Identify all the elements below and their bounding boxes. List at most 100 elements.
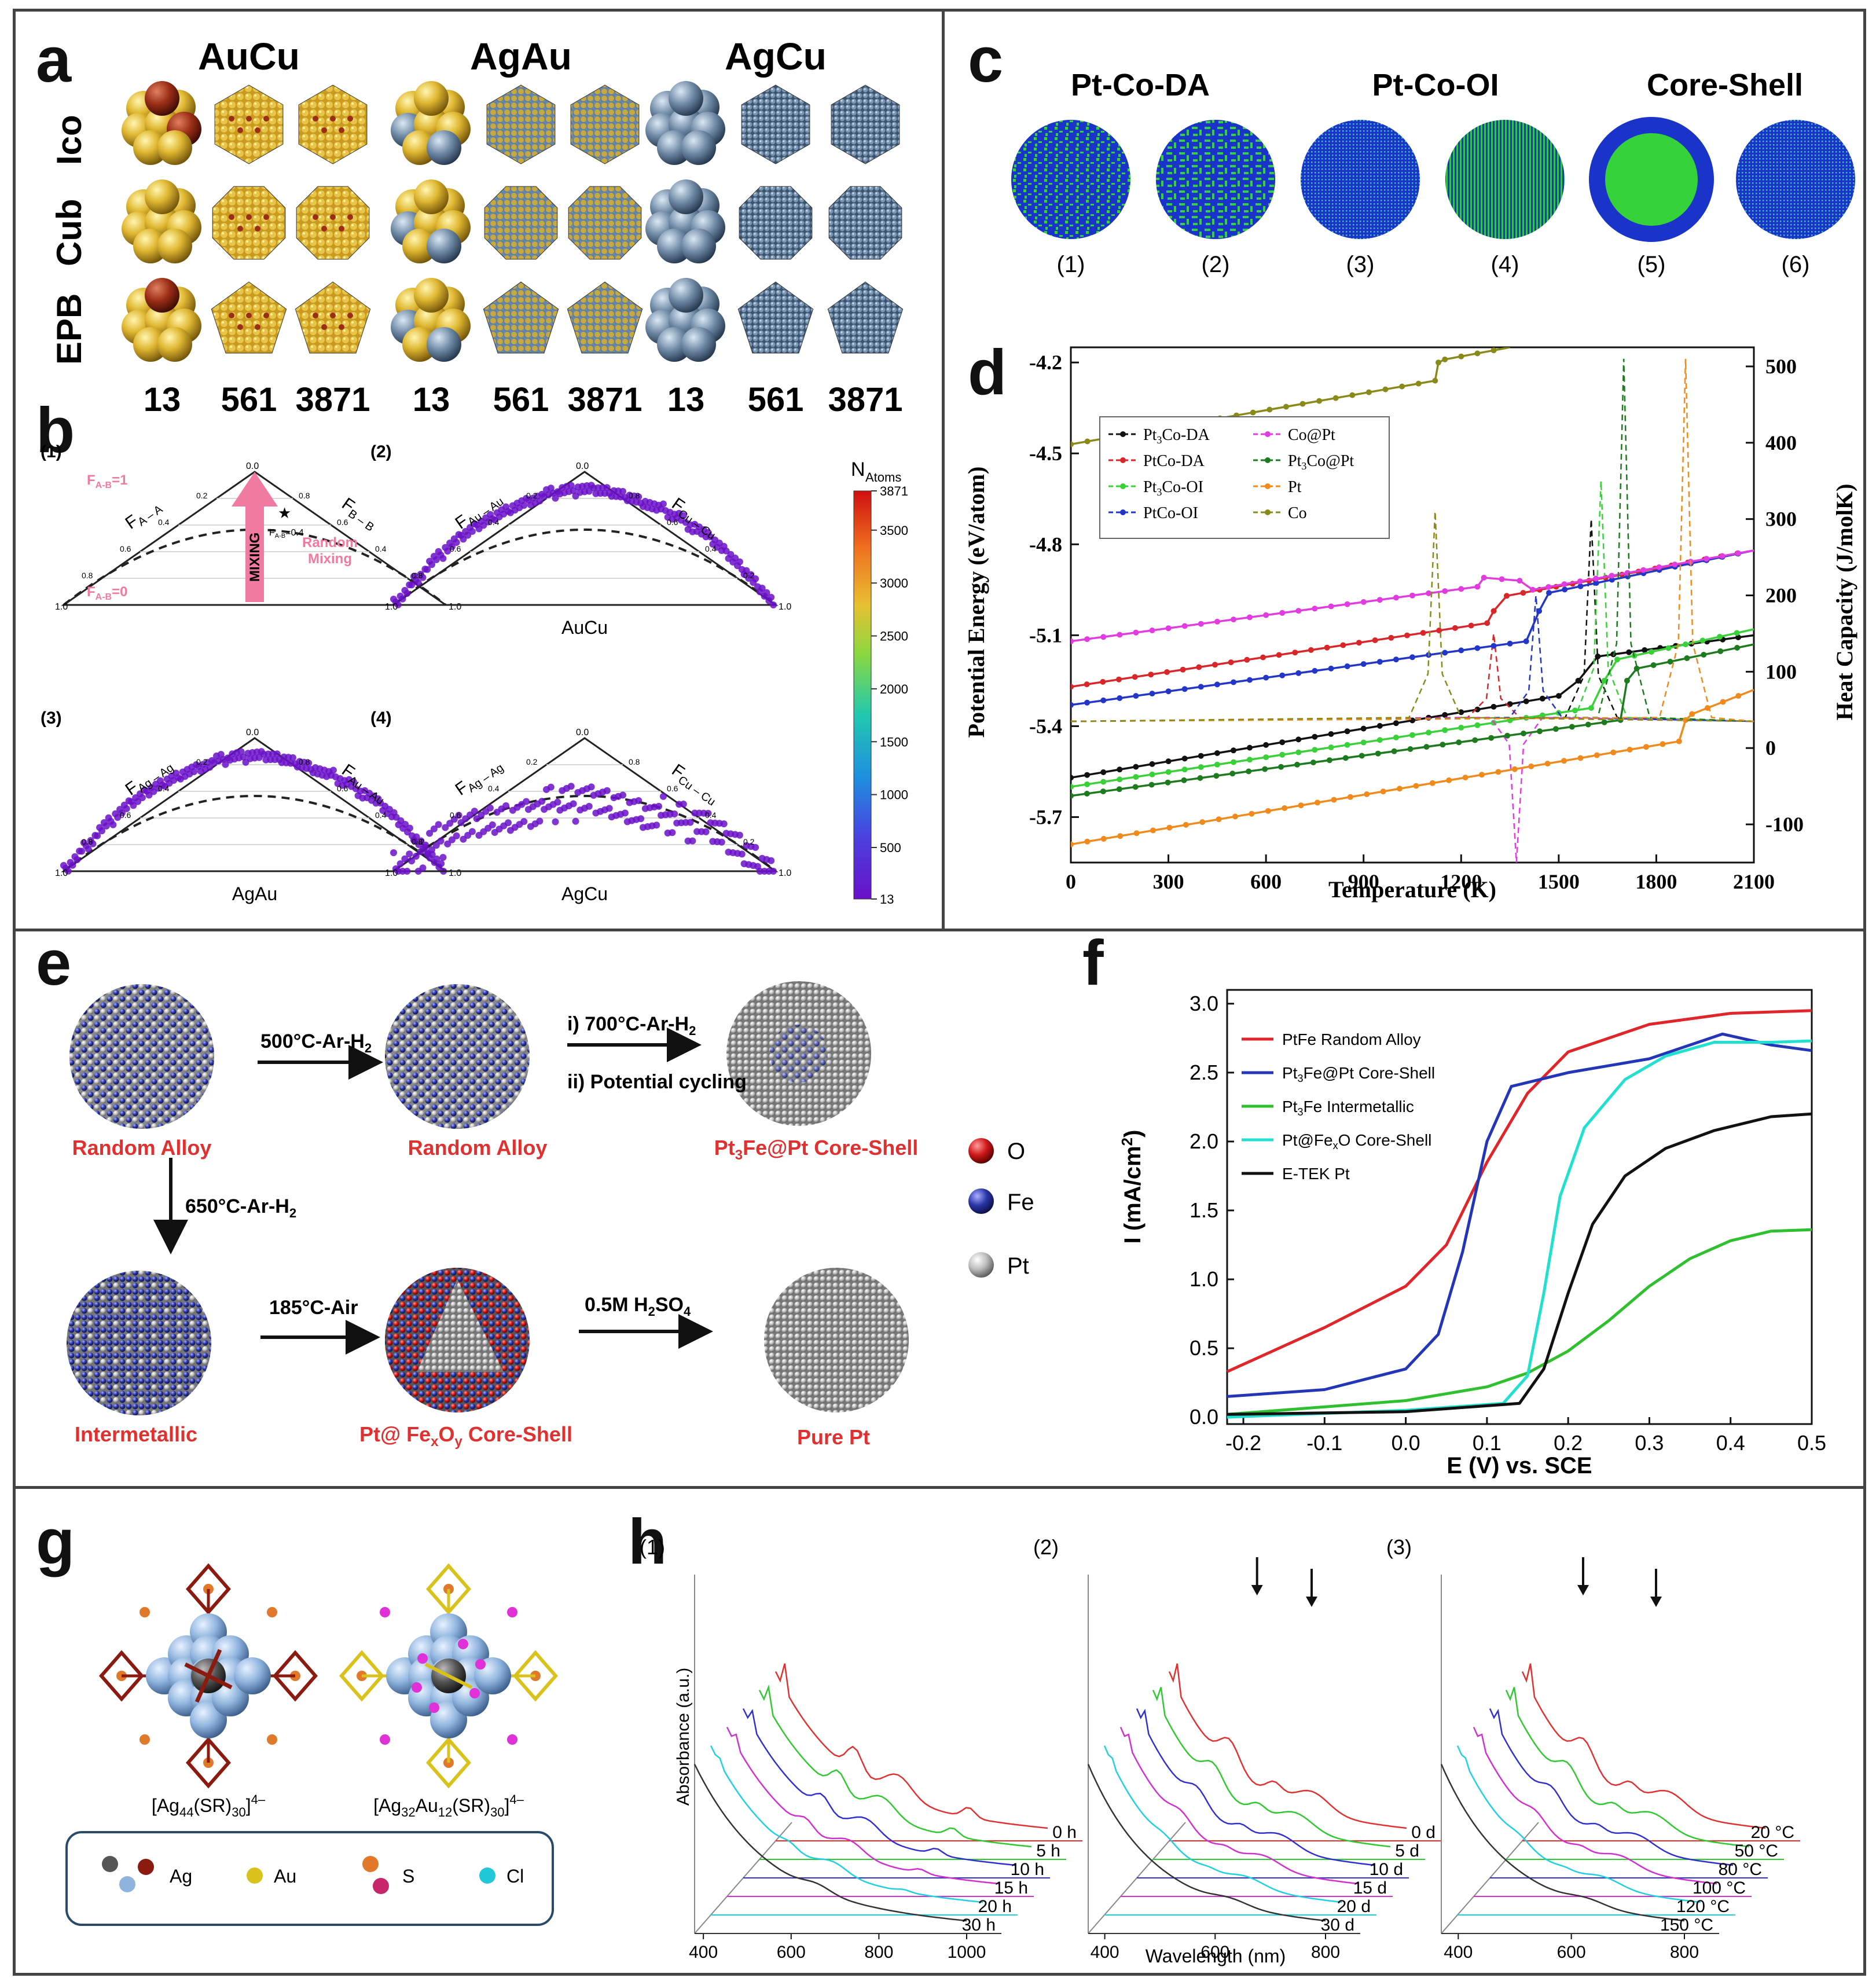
d-marker bbox=[1232, 813, 1238, 820]
d-marker bbox=[1546, 590, 1552, 596]
d-marker bbox=[1684, 655, 1690, 661]
d-marker bbox=[1719, 553, 1726, 559]
tick-right: 0.4 bbox=[705, 810, 717, 820]
colorbar-tick-label: 1500 bbox=[880, 735, 908, 749]
d-marker bbox=[1100, 678, 1106, 685]
scatter-point bbox=[747, 571, 755, 578]
h-series-label: 20 d bbox=[1337, 1897, 1371, 1916]
d-marker bbox=[1683, 717, 1688, 723]
scatter-point bbox=[433, 855, 440, 863]
d-marker bbox=[1458, 353, 1464, 359]
scatter-point bbox=[489, 821, 496, 828]
d-marker bbox=[1165, 779, 1171, 786]
d-marker bbox=[1456, 739, 1462, 746]
d-xtick-label: 1800 bbox=[1635, 870, 1677, 893]
d-marker bbox=[1084, 681, 1090, 688]
colorbar-tick-label: 2000 bbox=[880, 682, 908, 696]
d-marker bbox=[1442, 356, 1448, 362]
arrow-label-3: ii) Potential cycling bbox=[567, 1071, 747, 1093]
d-xtick-label: 0 bbox=[1066, 870, 1076, 893]
subplot-id: (2) bbox=[370, 442, 392, 461]
d-marker bbox=[1247, 757, 1253, 763]
scatter-point bbox=[471, 808, 478, 815]
d-marker bbox=[1244, 656, 1250, 663]
h-arrow-head bbox=[1306, 1597, 1317, 1607]
d-marker bbox=[1458, 709, 1464, 716]
scatter-point bbox=[768, 593, 775, 601]
tick-right: 0.8 bbox=[299, 757, 310, 766]
disc-5-core bbox=[1605, 133, 1698, 226]
panel-label-g: g bbox=[36, 1506, 75, 1577]
d-marker bbox=[1133, 693, 1139, 699]
scatter-point bbox=[359, 794, 366, 802]
scatter-point bbox=[450, 816, 458, 823]
d-marker bbox=[1642, 647, 1648, 653]
left-axis-label: FAg – Ag bbox=[452, 754, 506, 801]
d-marker bbox=[1228, 659, 1234, 666]
d-marker bbox=[1562, 586, 1568, 593]
d-marker bbox=[1133, 764, 1139, 770]
d-marker bbox=[1216, 816, 1222, 823]
tick: 0.0 bbox=[576, 461, 589, 471]
h-spectrum-4 bbox=[758, 1684, 1032, 1848]
d-marker bbox=[1165, 769, 1172, 775]
d-marker bbox=[1071, 792, 1074, 799]
cluster-atom bbox=[402, 130, 437, 165]
d-marker bbox=[1326, 757, 1332, 764]
panel-a-nanoparticles: AuCu AgAu AgCu Ico Cub EPB 13 561 3871 13 56… bbox=[50, 35, 904, 417]
cu-dot bbox=[330, 313, 336, 318]
tick-right: 0.2 bbox=[743, 837, 755, 846]
size-label-7: 561 bbox=[748, 381, 804, 417]
d-ytick-label: -4.8 bbox=[1029, 533, 1062, 556]
d-marker bbox=[1360, 661, 1367, 667]
panel-label-a: a bbox=[36, 24, 72, 96]
disc-label-5: (5) bbox=[1638, 252, 1666, 277]
legend-pt-label: Pt bbox=[1007, 1253, 1029, 1279]
scatter-point bbox=[686, 819, 694, 826]
scatter-point bbox=[570, 487, 577, 494]
scatter-point bbox=[720, 820, 728, 828]
legend-pt-icon bbox=[968, 1252, 994, 1278]
f-xtick-label: 0.0 bbox=[1392, 1431, 1420, 1455]
d-marker bbox=[1735, 550, 1741, 556]
h-spectrum-0 bbox=[1087, 1764, 1326, 1922]
ligand-frame bbox=[339, 1650, 384, 1702]
f-ytick-label: 2.5 bbox=[1190, 1061, 1218, 1084]
d-xtick-label: 300 bbox=[1153, 870, 1184, 893]
panel-d-chart: 0 300 600 900 1200 1500 1800 2100 -4.2 -4.5 -4.8 -5… bbox=[963, 346, 1857, 902]
d-marker bbox=[1643, 744, 1649, 750]
d-marker bbox=[1474, 645, 1481, 651]
f-xtick-label: 0.4 bbox=[1716, 1431, 1745, 1455]
d-marker bbox=[1413, 783, 1419, 789]
d-legend-label: Pt3Co-OI bbox=[1143, 478, 1203, 498]
scatter-point bbox=[406, 581, 413, 589]
tick: 1.0 bbox=[385, 602, 398, 612]
h-xtick-label: 600 bbox=[1557, 1943, 1586, 1962]
colorbar-tick-label: 3500 bbox=[880, 523, 908, 538]
d-marker bbox=[1263, 674, 1269, 681]
panel-h-spectra: (1) 400 600 800 1000 0 h5 h10 h15 h20 h30 h (2… bbox=[640, 1535, 1800, 1966]
d-y2tick-label: 0 bbox=[1765, 736, 1776, 759]
scatter-point bbox=[502, 802, 510, 809]
d-marker bbox=[1116, 676, 1122, 683]
scatter-point bbox=[118, 809, 126, 817]
mixing-label: MIXING bbox=[247, 533, 263, 582]
formula-ag32au12: [Ag32Au12(SR)30]4– bbox=[373, 1792, 524, 1819]
h-subplot-id: (2) bbox=[1033, 1535, 1059, 1559]
d-marker bbox=[1100, 779, 1107, 785]
d-marker bbox=[1312, 606, 1318, 612]
d-y2tick-label: 200 bbox=[1765, 584, 1797, 607]
scatter-point bbox=[69, 861, 76, 869]
d-marker bbox=[1295, 749, 1302, 755]
scatter-point bbox=[489, 515, 496, 522]
d-xtick-label: 900 bbox=[1348, 870, 1379, 893]
g-legend-ag-icon bbox=[119, 1876, 135, 1892]
label-random-alloy-1: Random Alloy bbox=[72, 1136, 212, 1160]
d-legend-label: Pt3Co@Pt bbox=[1288, 452, 1354, 472]
d-legend-marker bbox=[1265, 457, 1271, 463]
d-marker bbox=[1279, 672, 1286, 678]
label-oxide-core-shell: Pt@ FexOy Core-Shell bbox=[359, 1422, 572, 1450]
cu-dot bbox=[229, 116, 234, 122]
d-marker bbox=[1488, 735, 1495, 741]
arrow-label-1: 500°C-Ar-H2 bbox=[260, 1030, 372, 1055]
